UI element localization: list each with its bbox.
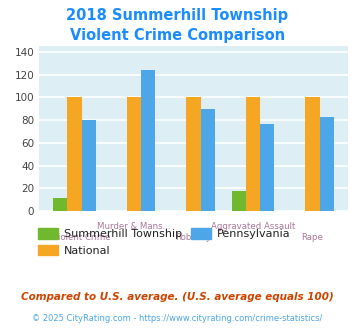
Bar: [67, 97, 82, 211]
Text: Violent Crime Comparison: Violent Crime Comparison: [70, 28, 285, 43]
Bar: [186, 97, 201, 211]
Text: 2018 Summerhill Township: 2018 Summerhill Township: [66, 8, 289, 23]
Bar: [201, 109, 215, 211]
Bar: [127, 97, 141, 211]
Bar: [141, 70, 155, 211]
Text: © 2025 CityRating.com - https://www.cityrating.com/crime-statistics/: © 2025 CityRating.com - https://www.city…: [32, 314, 323, 323]
Bar: [246, 97, 260, 211]
Bar: [53, 198, 67, 211]
Text: Compared to U.S. average. (U.S. average equals 100): Compared to U.S. average. (U.S. average …: [21, 292, 334, 302]
Legend: Summerhill Township, National, Pennsylvania: Summerhill Township, National, Pennsylva…: [34, 223, 295, 260]
Bar: [82, 120, 96, 211]
Bar: [305, 97, 320, 211]
Text: Robbery: Robbery: [175, 233, 212, 243]
Bar: [320, 117, 334, 211]
Bar: [231, 191, 246, 211]
Text: Rape: Rape: [301, 233, 323, 243]
Bar: [260, 123, 274, 211]
Text: Aggravated Assault: Aggravated Assault: [211, 222, 295, 231]
Text: Murder & Mans...: Murder & Mans...: [97, 222, 171, 231]
Text: All Violent Crime: All Violent Crime: [39, 233, 110, 243]
